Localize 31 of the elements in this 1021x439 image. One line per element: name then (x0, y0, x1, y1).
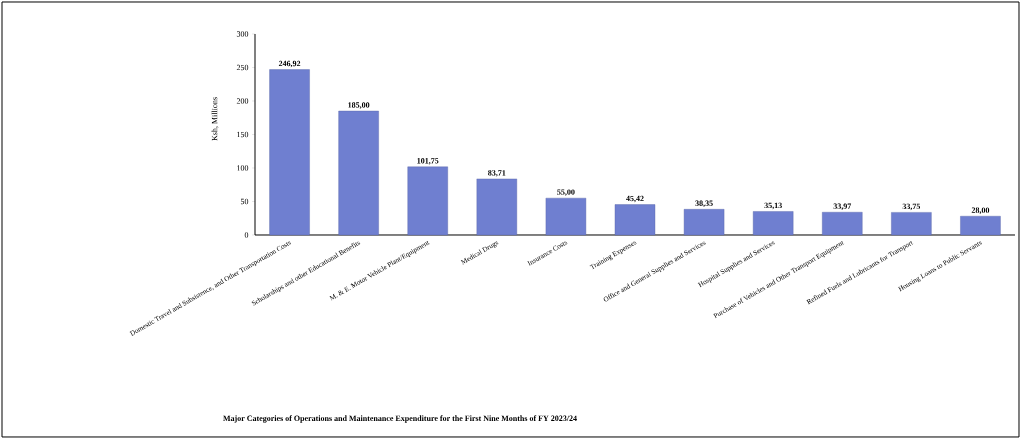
y-tick-label: 50 (240, 198, 249, 205)
bar (822, 212, 863, 236)
bar (476, 178, 518, 236)
bar (614, 204, 656, 236)
y-tick-label: 200 (236, 98, 249, 104)
bar (407, 166, 448, 236)
data-label: 35,13 (764, 202, 782, 210)
bar (752, 211, 794, 236)
bar (960, 216, 1001, 236)
data-label: 101,75 (417, 158, 439, 165)
y-tick-label: 0 (244, 232, 249, 238)
data-label: 28,00 (971, 207, 990, 215)
data-label: 33,97 (833, 203, 852, 211)
text: Major Categories of Operations and Maintenance Expenditure for the First Nine Months of FY 2023/24 (223, 415, 577, 423)
bar (269, 69, 310, 236)
data-label: 83,71 (488, 170, 506, 177)
data-label: 45,42 (626, 195, 644, 203)
bar (545, 197, 587, 236)
data-label: 33,75 (902, 203, 921, 211)
bar (338, 110, 379, 236)
y-axis-title: Ksh, Millions (211, 97, 219, 141)
y-tick-label: 300 (236, 31, 249, 37)
y-tick-label: 100 (237, 165, 249, 171)
data-label: 55,00 (557, 189, 575, 196)
bar (683, 209, 725, 236)
y-tick-label: 250 (236, 64, 249, 71)
data-label: 38,35 (695, 200, 713, 208)
y-tick-label: 150 (237, 131, 249, 138)
data-label: 246,92 (278, 60, 301, 68)
data-label: 185,00 (348, 102, 370, 109)
bar (891, 212, 932, 236)
